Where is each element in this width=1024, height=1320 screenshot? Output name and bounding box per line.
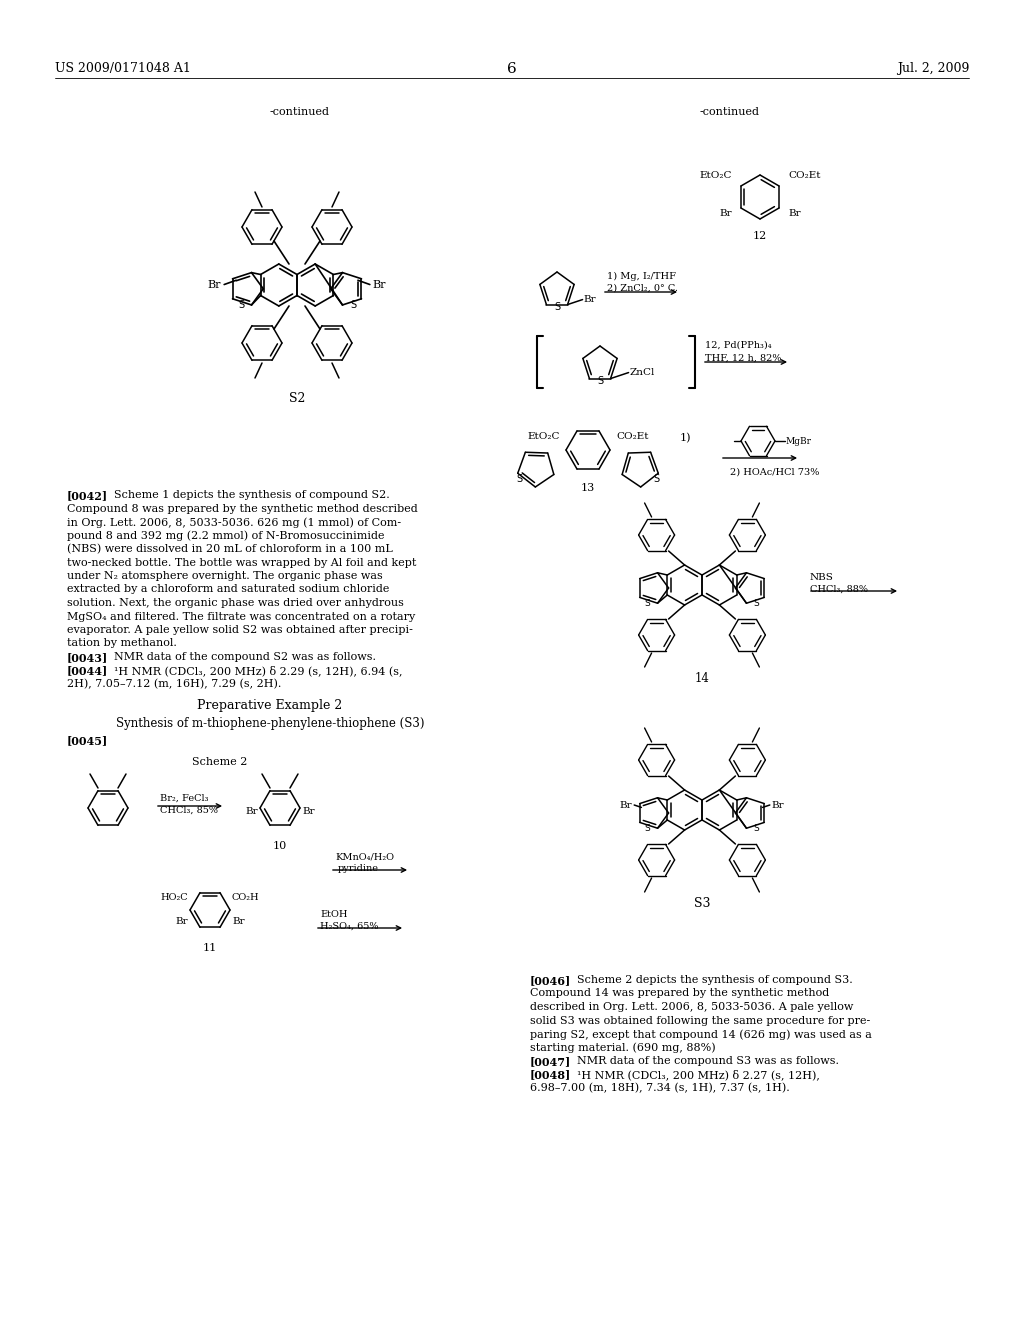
Text: 10: 10 xyxy=(272,841,287,851)
Text: 1) Mg, I₂/THF: 1) Mg, I₂/THF xyxy=(607,272,676,281)
Text: [0043]: [0043] xyxy=(67,652,109,663)
Text: pound 8 and 392 mg (2.2 mmol) of N-Bromosuccinimide: pound 8 and 392 mg (2.2 mmol) of N-Bromo… xyxy=(67,531,384,541)
Text: [0046]: [0046] xyxy=(530,975,571,986)
Text: Compound 8 was prepared by the synthetic method described: Compound 8 was prepared by the synthetic… xyxy=(67,503,418,513)
Text: described in Org. Lett. 2006, 8, 5033-5036. A pale yellow: described in Org. Lett. 2006, 8, 5033-50… xyxy=(530,1002,853,1012)
Text: HO₂C: HO₂C xyxy=(161,894,188,903)
Text: 11: 11 xyxy=(203,942,217,953)
Text: [0044]: [0044] xyxy=(67,665,109,676)
Text: tation by methanol.: tation by methanol. xyxy=(67,639,177,648)
Text: 14: 14 xyxy=(694,672,710,685)
Text: EtO₂C: EtO₂C xyxy=(699,170,732,180)
Text: S: S xyxy=(554,302,560,312)
Text: solution. Next, the organic phase was dried over anhydrous: solution. Next, the organic phase was dr… xyxy=(67,598,403,609)
Text: -continued: -continued xyxy=(700,107,760,117)
Text: Br: Br xyxy=(720,209,732,218)
Text: Br: Br xyxy=(584,296,596,304)
Text: S: S xyxy=(597,376,603,385)
Text: EtO₂C: EtO₂C xyxy=(527,432,560,441)
Text: [0048]: [0048] xyxy=(530,1069,571,1081)
Text: [0042]: [0042] xyxy=(67,490,109,502)
Text: Br: Br xyxy=(788,209,801,218)
Text: NMR data of the compound S3 was as follows.: NMR data of the compound S3 was as follo… xyxy=(570,1056,839,1067)
Text: -continued: -continued xyxy=(270,107,330,117)
Text: S2: S2 xyxy=(289,392,305,405)
Text: [0047]: [0047] xyxy=(530,1056,571,1067)
Text: NBS: NBS xyxy=(810,573,834,582)
Text: starting material. (690 mg, 88%): starting material. (690 mg, 88%) xyxy=(530,1043,716,1053)
Text: S: S xyxy=(645,824,650,833)
Text: Br₂, FeCl₃: Br₂, FeCl₃ xyxy=(160,795,209,803)
Text: NMR data of the compound S2 was as follows.: NMR data of the compound S2 was as follo… xyxy=(106,652,376,663)
Text: Br: Br xyxy=(208,280,221,289)
Text: S: S xyxy=(754,824,759,833)
Text: pyridine: pyridine xyxy=(338,865,379,873)
Text: Br: Br xyxy=(302,807,314,816)
Text: Synthesis of m-thiophene-phenylene-thiophene (S3): Synthesis of m-thiophene-phenylene-thiop… xyxy=(116,717,424,730)
Text: S3: S3 xyxy=(693,898,711,909)
Text: S: S xyxy=(238,300,244,310)
Text: Scheme 2 depicts the synthesis of compound S3.: Scheme 2 depicts the synthesis of compou… xyxy=(570,975,853,985)
Text: ¹H NMR (CDCl₃, 200 MHz) δ 2.27 (s, 12H),: ¹H NMR (CDCl₃, 200 MHz) δ 2.27 (s, 12H), xyxy=(570,1069,820,1080)
Text: 1): 1) xyxy=(680,433,691,444)
Text: Br: Br xyxy=(373,280,386,289)
Text: Preparative Example 2: Preparative Example 2 xyxy=(198,700,343,711)
Text: 6.98–7.00 (m, 18H), 7.34 (s, 1H), 7.37 (s, 1H).: 6.98–7.00 (m, 18H), 7.34 (s, 1H), 7.37 (… xyxy=(530,1082,790,1093)
Text: H₂SO₄, 65%: H₂SO₄, 65% xyxy=(319,921,379,931)
Text: 2H), 7.05–7.12 (m, 16H), 7.29 (s, 2H).: 2H), 7.05–7.12 (m, 16H), 7.29 (s, 2H). xyxy=(67,678,282,689)
Text: 12, Pd(PPh₃)₄: 12, Pd(PPh₃)₄ xyxy=(705,341,772,350)
Text: 2) HOAc/HCl 73%: 2) HOAc/HCl 73% xyxy=(730,469,819,477)
Text: ZnCl: ZnCl xyxy=(630,368,655,378)
Text: 6: 6 xyxy=(507,62,517,77)
Text: Scheme 1 depicts the synthesis of compound S2.: Scheme 1 depicts the synthesis of compou… xyxy=(106,490,390,500)
Text: evaporator. A pale yellow solid S2 was obtained after precipi-: evaporator. A pale yellow solid S2 was o… xyxy=(67,624,413,635)
Text: Br: Br xyxy=(175,917,188,927)
Text: Br: Br xyxy=(620,800,632,809)
Text: CO₂Et: CO₂Et xyxy=(788,170,820,180)
Text: CHCl₃, 88%: CHCl₃, 88% xyxy=(810,585,868,594)
Text: CHCl₃, 85%: CHCl₃, 85% xyxy=(160,807,218,814)
Text: solid S3 was obtained following the same procedure for pre-: solid S3 was obtained following the same… xyxy=(530,1015,870,1026)
Text: S: S xyxy=(517,474,523,484)
Text: two-necked bottle. The bottle was wrapped by Al foil and kept: two-necked bottle. The bottle was wrappe… xyxy=(67,557,417,568)
Text: 2) ZnCl₂, 0° C.: 2) ZnCl₂, 0° C. xyxy=(607,284,678,293)
Text: extracted by a chloroform and saturated sodium chloride: extracted by a chloroform and saturated … xyxy=(67,585,389,594)
Text: under N₂ atomsphere overnight. The organic phase was: under N₂ atomsphere overnight. The organ… xyxy=(67,572,383,581)
Text: Scheme 2: Scheme 2 xyxy=(193,756,248,767)
Text: [0045]: [0045] xyxy=(67,735,109,746)
Text: THF, 12 h, 82%: THF, 12 h, 82% xyxy=(705,354,781,363)
Text: (NBS) were dissolved in 20 mL of chloroform in a 100 mL: (NBS) were dissolved in 20 mL of chlorof… xyxy=(67,544,393,554)
Text: in Org. Lett. 2006, 8, 5033-5036. 626 mg (1 mmol) of Com-: in Org. Lett. 2006, 8, 5033-5036. 626 mg… xyxy=(67,517,401,528)
Text: S: S xyxy=(350,300,356,310)
Text: CO₂H: CO₂H xyxy=(232,894,260,903)
Text: Br: Br xyxy=(232,917,245,927)
Text: MgBr: MgBr xyxy=(786,437,812,446)
Text: CO₂Et: CO₂Et xyxy=(616,432,648,441)
Text: MgSO₄ and filtered. The filtrate was concentrated on a rotary: MgSO₄ and filtered. The filtrate was con… xyxy=(67,611,416,622)
Text: EtOH: EtOH xyxy=(319,909,347,919)
Text: 13: 13 xyxy=(581,483,595,492)
Text: 12: 12 xyxy=(753,231,767,242)
Text: S: S xyxy=(754,599,759,607)
Text: US 2009/0171048 A1: US 2009/0171048 A1 xyxy=(55,62,190,75)
Text: Compound 14 was prepared by the synthetic method: Compound 14 was prepared by the syntheti… xyxy=(530,989,829,998)
Text: S: S xyxy=(653,474,659,484)
Text: Br: Br xyxy=(772,800,784,809)
Text: paring S2, except that compound 14 (626 mg) was used as a: paring S2, except that compound 14 (626 … xyxy=(530,1030,871,1040)
Text: Jul. 2, 2009: Jul. 2, 2009 xyxy=(897,62,969,75)
Text: S: S xyxy=(645,599,650,607)
Text: ¹H NMR (CDCl₃, 200 MHz) δ 2.29 (s, 12H), 6.94 (s,: ¹H NMR (CDCl₃, 200 MHz) δ 2.29 (s, 12H),… xyxy=(106,665,402,676)
Text: Br: Br xyxy=(246,807,258,816)
Text: KMnO₄/H₂O: KMnO₄/H₂O xyxy=(335,851,394,861)
